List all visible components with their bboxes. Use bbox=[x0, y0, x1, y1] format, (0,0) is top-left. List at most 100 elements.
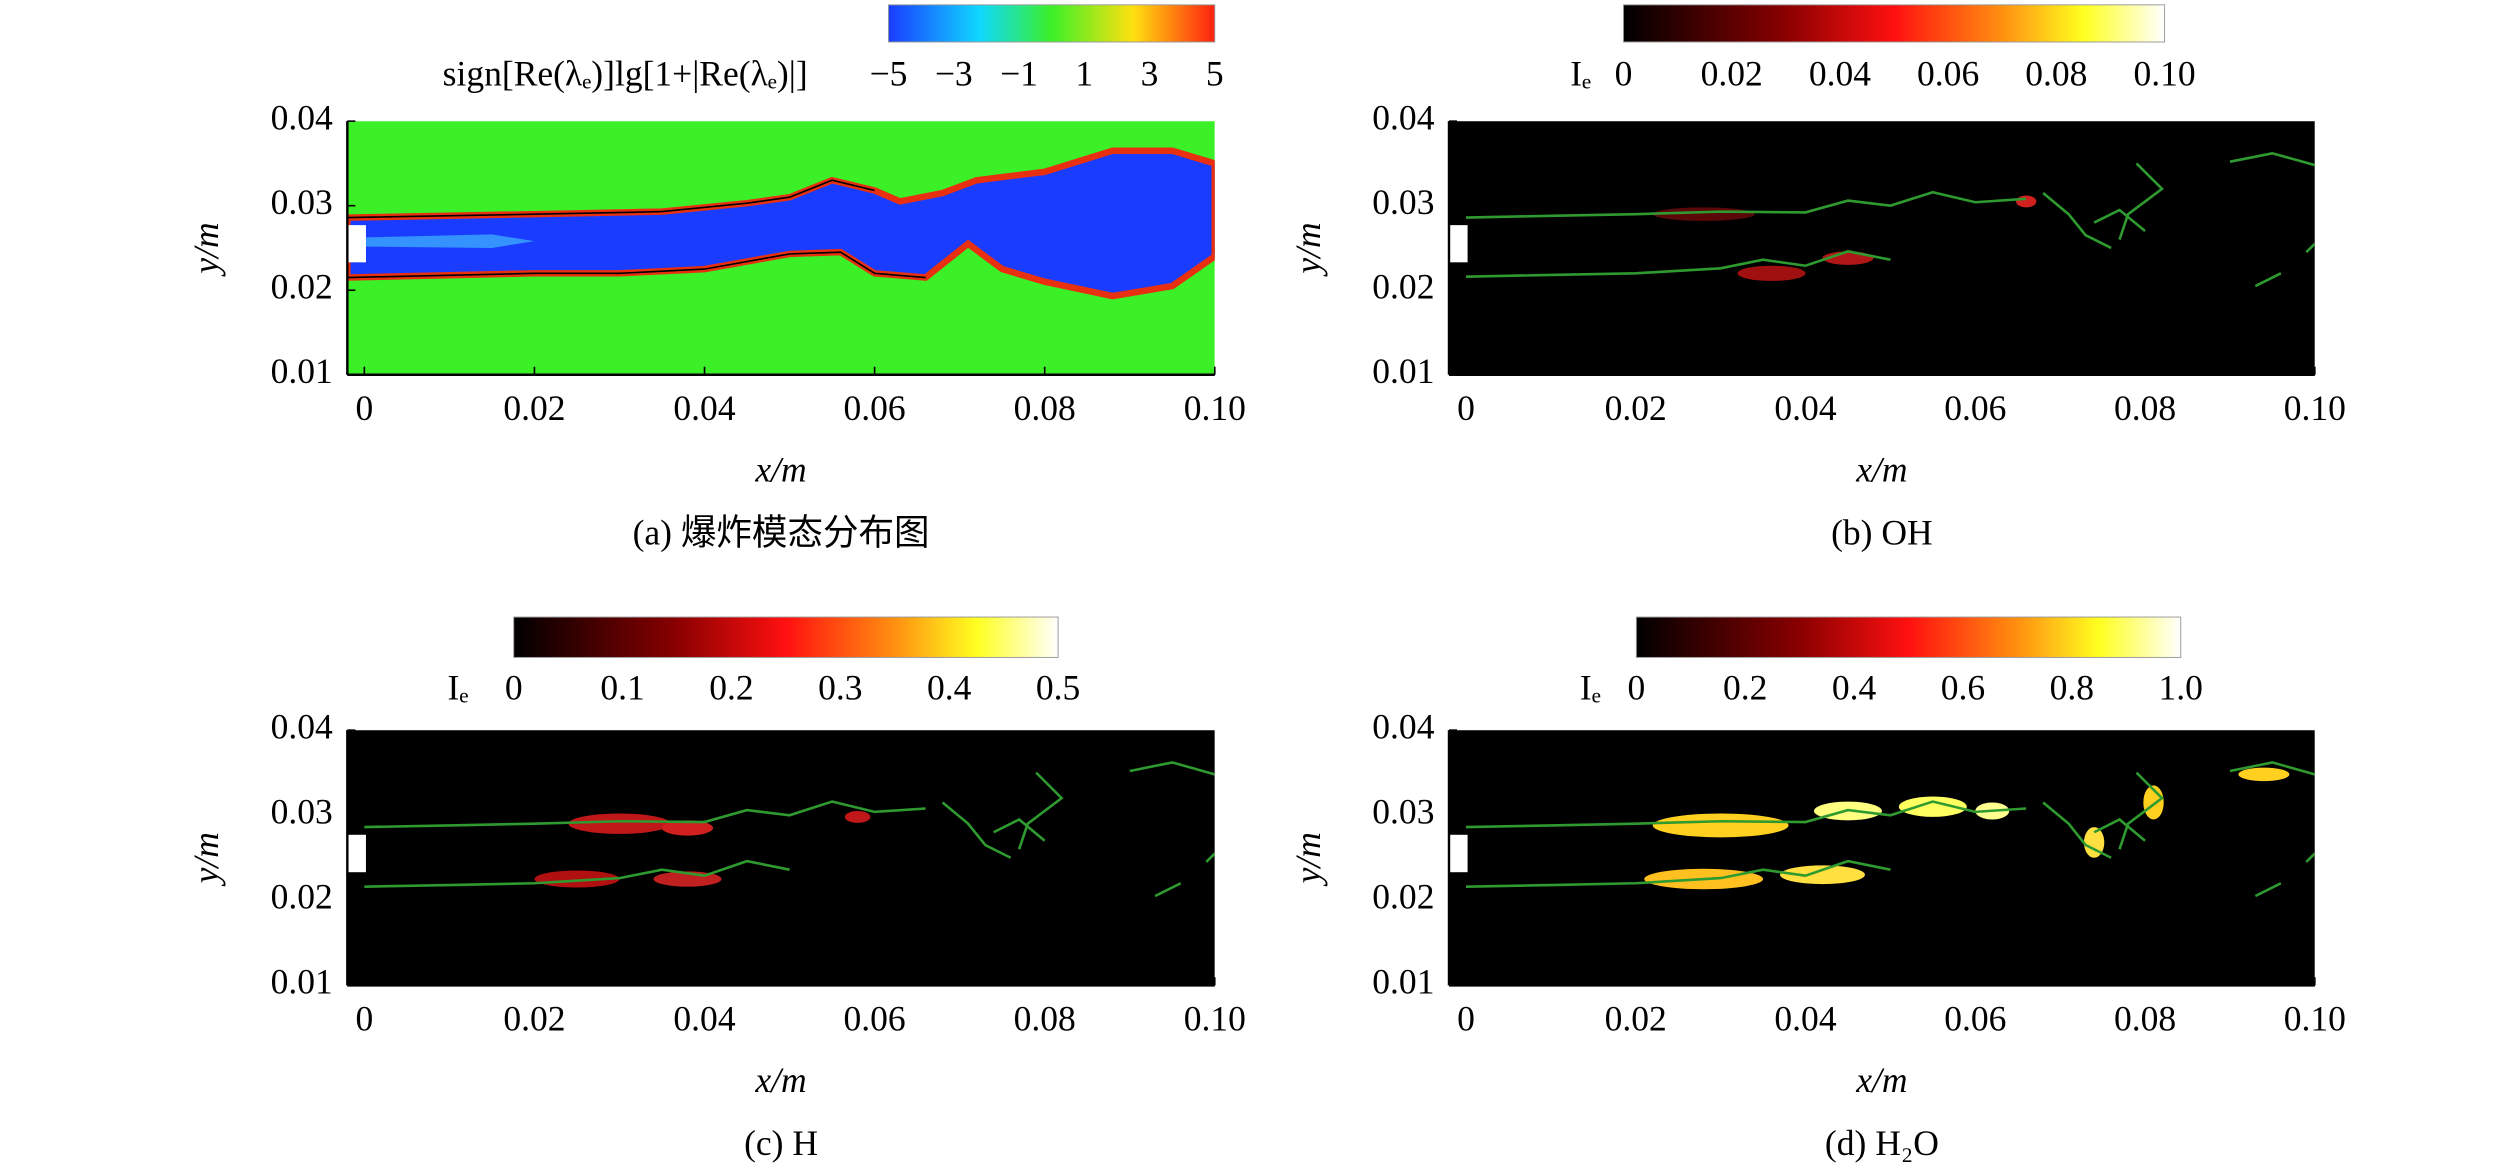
colorbar-tick-label: −5 bbox=[870, 54, 908, 94]
colorbar-tick-label: 0.10 bbox=[2134, 54, 2196, 94]
inlet bbox=[1448, 834, 1468, 873]
x-tick-label: 0.04 bbox=[673, 388, 735, 428]
colorbar-tick-label: 0.08 bbox=[2025, 54, 2087, 94]
y-tick-label: 0.04 bbox=[271, 97, 333, 137]
field bbox=[347, 730, 1215, 986]
x-tick-label: 0.02 bbox=[503, 999, 565, 1039]
colorbar-tick-label: 5 bbox=[1206, 54, 1224, 94]
contour-line bbox=[2229, 151, 2315, 167]
field-background bbox=[1448, 730, 2315, 986]
colorbar-tick-label: 0.2 bbox=[1723, 668, 1767, 708]
x-tick-label: 0.06 bbox=[844, 388, 906, 428]
colorbar-tick-label: 0.4 bbox=[1832, 668, 1877, 708]
contour-line bbox=[2042, 801, 2112, 859]
contour-line bbox=[2093, 208, 2146, 232]
field bbox=[1448, 121, 2315, 375]
colorbar bbox=[887, 4, 1216, 43]
field bbox=[347, 121, 1215, 375]
blob bbox=[844, 810, 871, 823]
colorbar-tick-label: 1 bbox=[1075, 54, 1093, 94]
colorbar-tick-label: −1 bbox=[1000, 54, 1038, 94]
contour-line bbox=[2305, 852, 2315, 863]
y-tick-label: 0.03 bbox=[1372, 791, 1434, 831]
colorbar-tick-label: 0.5 bbox=[1036, 668, 1080, 708]
colorbar-tick-label: 1.0 bbox=[2159, 668, 2203, 708]
y-tick-label: 0.01 bbox=[1372, 962, 1434, 1002]
x-tick-label: 0 bbox=[355, 999, 373, 1039]
contour-line bbox=[2093, 817, 2146, 842]
x-tick-label: 0.08 bbox=[2114, 388, 2176, 428]
caption: (c) H bbox=[744, 1123, 818, 1163]
x-tick-label: 0.04 bbox=[673, 999, 735, 1039]
y-tick-label: 0.04 bbox=[271, 706, 333, 746]
x-tick-label: 0.08 bbox=[1014, 388, 1076, 428]
x-tick-label: 0.06 bbox=[844, 999, 906, 1039]
colorbar-tick-label: 0.4 bbox=[927, 668, 972, 708]
contour-line bbox=[2254, 882, 2282, 898]
y-tick-label: 0.02 bbox=[271, 266, 333, 306]
x-tick-label: 0 bbox=[1457, 388, 1475, 428]
colorbar-tick-label: 0 bbox=[1615, 54, 1633, 94]
x-tick-label: 0 bbox=[1457, 999, 1475, 1039]
colorbar-tick-label: 0.8 bbox=[2050, 668, 2094, 708]
colorbar bbox=[513, 616, 1059, 658]
y-tick-label: 0.02 bbox=[1372, 876, 1434, 916]
contour-line bbox=[2305, 242, 2315, 254]
colorbar bbox=[1622, 4, 2166, 43]
colorbar-tick-label: 0.02 bbox=[1701, 54, 1763, 94]
x-tick-label: 0 bbox=[355, 388, 373, 428]
x-axis-label: x/m bbox=[1855, 1060, 1907, 1100]
contour-line bbox=[1465, 190, 2027, 219]
contour-line bbox=[2229, 761, 2315, 776]
blob bbox=[568, 813, 671, 834]
blob bbox=[1652, 813, 1789, 838]
colorbar-tick-label: 0.6 bbox=[1941, 668, 1985, 708]
contour-line bbox=[2254, 272, 2282, 288]
contour-line bbox=[2118, 771, 2164, 850]
y-tick-label: 0.03 bbox=[1372, 182, 1434, 222]
blob bbox=[1780, 865, 1865, 885]
y-tick-label: 0.03 bbox=[271, 182, 333, 222]
x-tick-label: 0.10 bbox=[1184, 999, 1246, 1039]
colorbar bbox=[1635, 616, 2182, 658]
contour-line bbox=[1465, 250, 1891, 279]
x-tick-label: 0.02 bbox=[503, 388, 565, 428]
colorbar-label: Iₑ bbox=[1570, 54, 1591, 94]
contour-line bbox=[2042, 192, 2112, 250]
x-tick-label: 0.10 bbox=[2284, 999, 2346, 1039]
contour-line bbox=[1205, 852, 1215, 863]
jet-outline bbox=[347, 179, 875, 219]
y-axis-label: y/m bbox=[1288, 222, 1328, 276]
y-tick-label: 0.01 bbox=[1372, 351, 1434, 391]
colorbar-tick-label: 0 bbox=[505, 668, 523, 708]
contour-line bbox=[2118, 162, 2164, 240]
contour-line bbox=[1129, 761, 1215, 776]
blob bbox=[661, 820, 714, 836]
colorbar-tick-label: 0 bbox=[1627, 668, 1645, 708]
y-axis-label: y/m bbox=[186, 832, 226, 886]
contour-line bbox=[1017, 771, 1064, 850]
x-tick-label: 0.08 bbox=[1014, 999, 1076, 1039]
x-tick-label: 0.06 bbox=[1944, 999, 2006, 1039]
contour-line bbox=[1465, 800, 2027, 829]
x-tick-label: 0.10 bbox=[2284, 388, 2346, 428]
contour-line bbox=[993, 817, 1046, 842]
colorbar-label: Iₑ bbox=[1580, 668, 1601, 708]
colorbar-tick-label: 0.2 bbox=[709, 668, 753, 708]
x-tick-label: 0.02 bbox=[1605, 388, 1667, 428]
contour-line bbox=[941, 801, 1012, 859]
x-axis-label: x/m bbox=[1855, 449, 1907, 489]
y-tick-label: 0.03 bbox=[271, 791, 333, 831]
contour-line bbox=[1154, 882, 1182, 898]
y-tick-label: 0.01 bbox=[271, 962, 333, 1002]
blob bbox=[2238, 767, 2290, 782]
y-tick-label: 0.02 bbox=[271, 876, 333, 916]
field-background bbox=[1448, 121, 2315, 375]
inlet bbox=[347, 834, 366, 873]
x-tick-label: 0.04 bbox=[1774, 999, 1836, 1039]
caption: (d) H₂O bbox=[1825, 1123, 1939, 1163]
contour-line bbox=[1465, 859, 1891, 888]
x-tick-label: 0.06 bbox=[1944, 388, 2006, 428]
colorbar-label: sign[Re(λₑ)]lg[1+|Re(λₑ)|] bbox=[443, 54, 808, 94]
